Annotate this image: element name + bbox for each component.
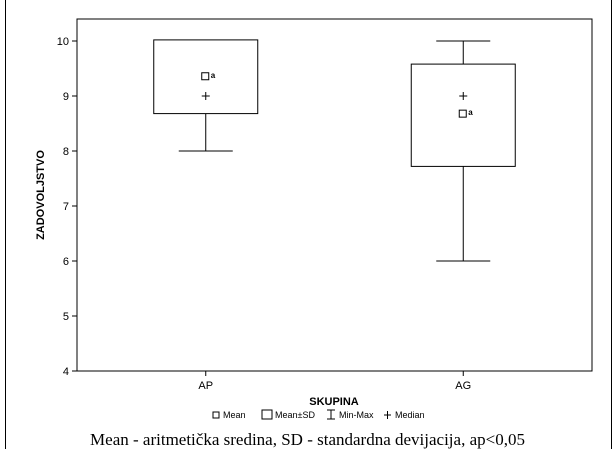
y-tick-label: 10 bbox=[57, 36, 69, 48]
legend-label: Min-Max bbox=[339, 410, 374, 420]
x-tick-label: AP bbox=[198, 380, 213, 392]
mean-marker bbox=[201, 72, 210, 81]
y-tick-label: 9 bbox=[63, 91, 69, 103]
y-tick-label: 4 bbox=[63, 366, 69, 378]
plot-area bbox=[76, 18, 593, 372]
legend: Mean Mean±SD Min-Max Median bbox=[212, 409, 425, 420]
mean-marker bbox=[458, 109, 467, 118]
boxplot-chart: 4 5 6 7 8 9 10 a AP a AG SKUPINA ZADOVOLJSTVO Mea… bbox=[35, 18, 593, 420]
legend-label: Mean bbox=[223, 410, 246, 420]
figure-frame bbox=[5, 0, 612, 449]
y-tick-label: 8 bbox=[63, 146, 69, 158]
figure-caption: Mean - aritmetička sredina, SD - standar… bbox=[90, 430, 525, 449]
sd-box bbox=[153, 39, 259, 115]
y-tick-label: 7 bbox=[63, 201, 69, 213]
legend-label: Median bbox=[395, 410, 425, 420]
significance-annotation: a bbox=[211, 71, 216, 80]
legend-sd-box-icon bbox=[261, 409, 273, 420]
legend-mean-icon bbox=[212, 411, 220, 419]
x-tick-label: AG bbox=[455, 380, 471, 392]
y-tick-label: 6 bbox=[63, 256, 69, 268]
significance-annotation: a bbox=[468, 108, 473, 117]
y-axis-label: ZADOVOLJSTVO bbox=[35, 150, 47, 240]
y-tick-label: 5 bbox=[63, 311, 69, 323]
x-axis-label: SKUPINA bbox=[309, 396, 359, 408]
legend-label: Mean±SD bbox=[275, 410, 315, 420]
